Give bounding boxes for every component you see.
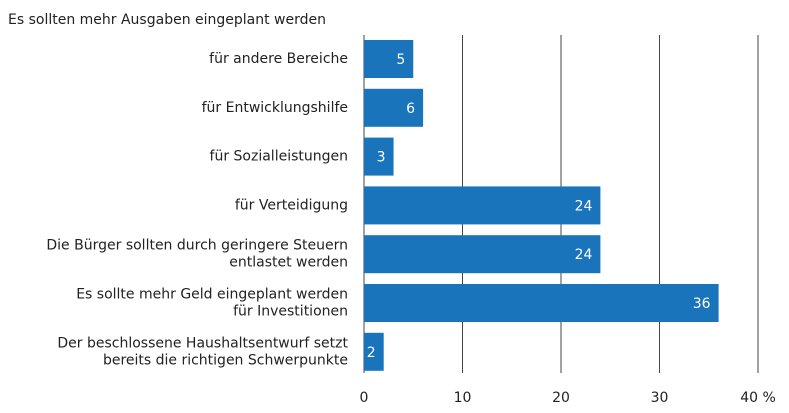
- chart-title: Es sollten mehr Ausgaben eingeplant werd…: [8, 12, 326, 28]
- bar: [364, 284, 719, 322]
- x-tick-label: 10: [454, 390, 472, 406]
- y-tick-label: Die Bürger sollten durch geringere Steue…: [46, 238, 348, 271]
- value-label: 5: [396, 52, 405, 68]
- x-tick-label: 0: [360, 390, 369, 406]
- y-tick-label: für Entwicklungshilfe: [202, 100, 348, 116]
- bar: [364, 40, 414, 78]
- value-label: 2: [367, 345, 376, 361]
- bar: [364, 88, 424, 127]
- value-label: 36: [693, 296, 711, 312]
- value-label: 6: [406, 101, 415, 117]
- value-label: 24: [575, 247, 593, 263]
- y-tick-label: für Sozialleistungen: [210, 149, 348, 165]
- value-label: 24: [575, 198, 593, 214]
- bar: [364, 235, 601, 274]
- value-label: 3: [377, 150, 386, 166]
- y-tick-label: Es sollte mehr Geld eingeplant werden für…: [76, 287, 348, 320]
- x-tick-label: 30: [651, 390, 669, 406]
- bar: [364, 186, 601, 225]
- x-tick-label: 20: [552, 390, 570, 406]
- bar: [364, 332, 384, 371]
- y-tick-label: für andere Bereiche: [209, 51, 348, 67]
- y-tick-label: für Verteidigung: [235, 197, 348, 213]
- x-tick-label: 40 %: [740, 390, 776, 406]
- y-tick-label: Der beschlossene Haushaltsentwurf setzt b…: [57, 335, 348, 368]
- bar: [364, 137, 394, 176]
